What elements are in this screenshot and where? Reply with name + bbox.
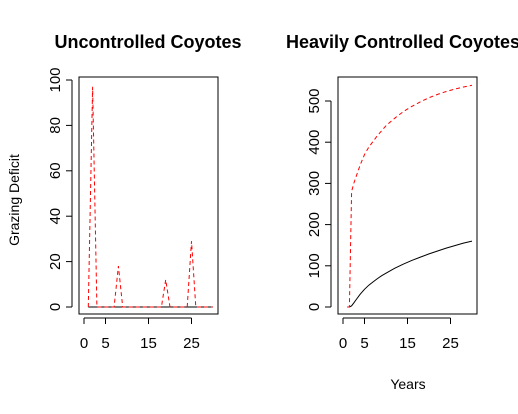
x-axis-left: 0 5 15 25 [80,317,200,352]
x-tick-label: 0 [339,335,347,352]
panel-uncontrolled: Uncontrolled Coyotes 0 5 15 25 020406080100… [6,32,242,352]
y-axis-right: 0 100 200 300 400 500 [306,88,332,311]
x-tick-label: 5 [101,335,109,352]
y-tick-label: 20 [47,253,64,270]
x-tick-label: 25 [442,335,459,352]
x-tick-label: 25 [183,335,200,352]
y-tick-label: 400 [306,130,323,155]
series-right [347,84,473,308]
panel-heavily-controlled: Heavily Controlled Coyotes 0 5 15 25 010020… [286,32,518,392]
x-tick-label: 5 [360,335,368,352]
series-line-solid [347,240,473,308]
y-tick-label: 200 [306,212,323,237]
series-left [87,86,213,308]
y-tick-label: 80 [47,117,64,134]
series-line-dashed [347,84,473,308]
y-axis-left: 0 20 40 60 80 100 [47,67,73,311]
y-tick-label: 300 [306,171,323,196]
y-tick-label: 0 [47,303,64,311]
y-tick-label: 500 [306,88,323,113]
series-line-dashed [87,86,213,308]
plot-frame-right [337,76,478,315]
y-tick-label: 100 [306,253,323,278]
y-axis-label-left: Grazing Deficit [6,154,22,246]
y-tick-label: 100 [47,67,64,92]
plot-frame-left [78,76,219,315]
x-tick-label: 0 [80,335,88,352]
x-tick-label: 15 [140,335,157,352]
y-tick-label: 60 [47,162,64,179]
chart-title-left: Uncontrolled Coyotes [54,32,241,52]
y-tick-label: 0 [306,303,323,311]
x-tick-label: 15 [399,335,416,352]
x-axis-label-right: Years [390,376,425,392]
y-tick-label: 40 [47,208,64,225]
x-axis-right: 0 5 15 25 [339,317,459,352]
chart-title-right: Heavily Controlled Coyotes [286,32,518,52]
